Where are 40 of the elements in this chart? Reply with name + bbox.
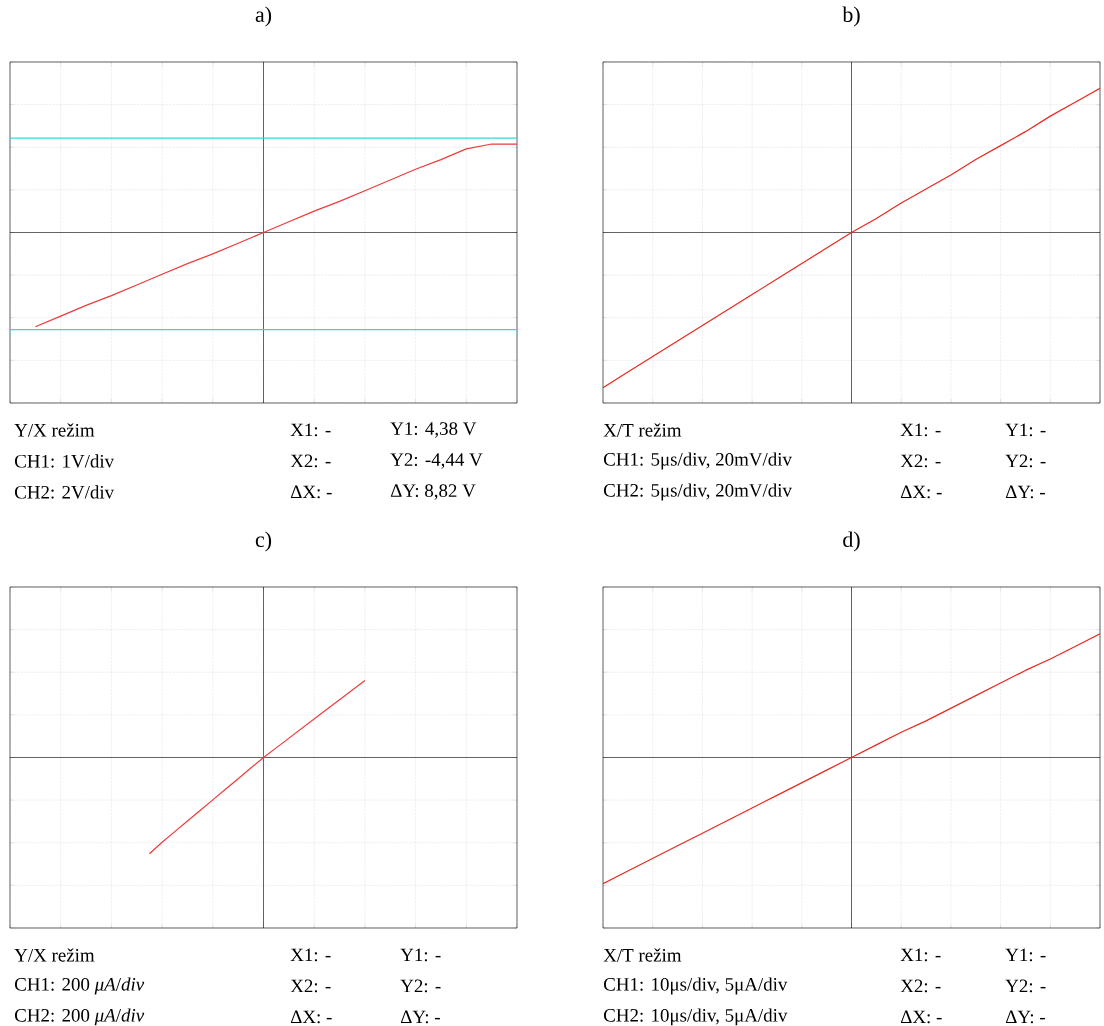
- text: CH1: 10μs/div, 5μA/div: [603, 977, 788, 995]
- chart-title: c): [255, 531, 272, 552]
- text: ΔX: -: [900, 1010, 942, 1024]
- text: Y2: -: [1005, 454, 1046, 468]
- text: ΔY: 8,82 V: [390, 484, 476, 500]
- text: ΔY: -: [400, 1010, 440, 1024]
- text: CH2: 5μs/div, 20mV/div: [603, 483, 792, 501]
- text: X/T režim: [603, 423, 682, 437]
- text: CH1: 200 μA/div: [14, 977, 145, 995]
- text: X1: -: [900, 948, 941, 962]
- text: X2: -: [900, 979, 941, 993]
- text: Y1: -: [1005, 948, 1046, 962]
- text: X2: -: [290, 454, 331, 468]
- text: CH2: 2V/div: [14, 485, 115, 499]
- text: Y1: -: [1005, 423, 1046, 437]
- text: X2: -: [290, 979, 331, 993]
- text: X1: -: [900, 423, 941, 437]
- text: ΔX: -: [900, 485, 942, 499]
- text: Y2: -4,44 V: [390, 453, 483, 469]
- text: Y1: 4,38 V: [390, 422, 477, 438]
- text: X1: -: [290, 948, 331, 962]
- text: Y/X režim: [14, 423, 95, 437]
- text: Y1: -: [400, 948, 441, 962]
- text: ΔX: -: [290, 485, 332, 499]
- text: X2: -: [900, 454, 941, 468]
- chart-title: d): [843, 531, 860, 552]
- text: X/T režim: [603, 948, 682, 962]
- text: ΔY: -: [1005, 1010, 1045, 1024]
- chart-title: b): [842, 6, 860, 27]
- text: CH1: 1V/div: [14, 454, 115, 468]
- text: Y/X režim: [14, 948, 95, 962]
- text: CH1: 5μs/div, 20mV/div: [603, 452, 792, 470]
- text: ΔY: -: [1005, 485, 1045, 499]
- chart-title: a): [255, 6, 272, 27]
- text: Y2: -: [1005, 979, 1046, 993]
- text: Y2: -: [400, 979, 441, 993]
- text: ΔX: -: [290, 1010, 332, 1024]
- text: CH2: 10μs/div, 5μA/div: [603, 1008, 788, 1026]
- text: X1: -: [290, 423, 331, 437]
- text: CH2: 200 μA/div: [14, 1008, 145, 1026]
